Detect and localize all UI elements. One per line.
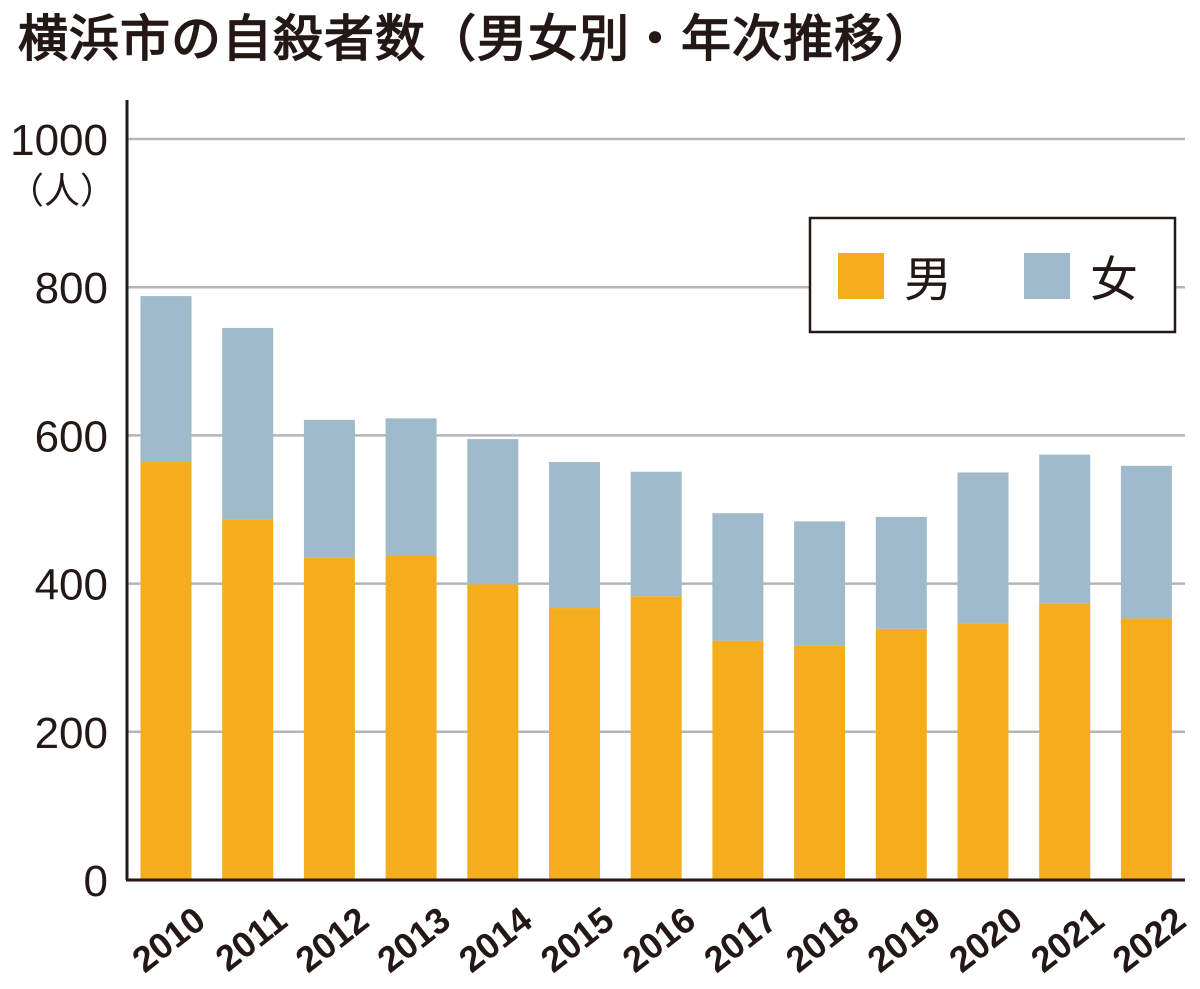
bar-male-2016 <box>630 596 682 880</box>
y-tick-600: 600 <box>35 412 108 461</box>
x-tick-2018: 2018 <box>778 899 866 981</box>
x-tick-2011: 2011 <box>208 899 295 979</box>
x-tick-2016: 2016 <box>614 899 702 981</box>
x-tick-2019: 2019 <box>860 899 948 981</box>
y-tick-800: 800 <box>35 264 108 313</box>
bar-female-2016 <box>630 471 682 597</box>
chart-title: 横浜市の自殺者数（男女別・年次推移） <box>18 10 936 68</box>
y-tick-0: 0 <box>84 857 108 906</box>
legend-swatch-male <box>838 253 884 299</box>
legend-label-male: 男 <box>904 252 952 308</box>
x-tick-2015: 2015 <box>533 899 621 981</box>
bar-female-2015 <box>549 462 600 609</box>
x-tick-2014: 2014 <box>451 899 539 981</box>
x-tick-2012: 2012 <box>288 899 376 981</box>
bar-male-2010 <box>140 462 192 880</box>
y-tick-200: 200 <box>35 709 108 758</box>
bar-male-2018 <box>794 645 846 880</box>
bar-female-2012 <box>303 419 355 558</box>
bar-female-2014 <box>467 439 519 585</box>
bar-male-2021 <box>1039 603 1091 880</box>
bar-female-2013 <box>385 418 437 556</box>
bar-female-2018 <box>794 521 846 646</box>
bar-female-2021 <box>1039 454 1091 604</box>
bar-male-2020 <box>957 623 1009 880</box>
y-tick-labels: 0 200 400 600 800 1000 <box>10 116 108 906</box>
x-tick-2022: 2022 <box>1105 899 1193 981</box>
bar-female-2022 <box>1120 465 1172 619</box>
x-tick-2013: 2013 <box>369 899 457 981</box>
x-tick-2021: 2021 <box>1023 899 1111 981</box>
legend-box <box>808 216 1177 334</box>
bar-male-2012 <box>303 557 355 880</box>
bar-male-2022 <box>1120 618 1172 880</box>
y-tick-1000: 1000 <box>10 116 108 165</box>
bar-female-2020 <box>957 472 1009 624</box>
bar-male-2017 <box>712 640 764 880</box>
x-tick-labels: 2010201120122013201420152016201720182019… <box>124 899 1193 981</box>
legend: 男女 <box>808 216 1177 334</box>
y-tick-400: 400 <box>35 561 108 610</box>
x-tick-2020: 2020 <box>941 899 1029 981</box>
legend-swatch-female <box>1024 253 1070 299</box>
bar-male-2011 <box>222 519 274 880</box>
bars <box>140 296 1172 880</box>
bar-female-2010 <box>140 296 192 463</box>
bar-male-2014 <box>467 584 519 880</box>
bar-female-2017 <box>712 513 764 641</box>
bar-male-2019 <box>875 628 927 880</box>
bar-female-2019 <box>875 516 927 629</box>
legend-label-female: 女 <box>1090 252 1138 308</box>
x-tick-2010: 2010 <box>124 899 212 981</box>
y-axis-unit: （人） <box>8 171 116 212</box>
bar-male-2013 <box>385 555 437 880</box>
bar-female-2011 <box>222 327 274 520</box>
x-tick-2017: 2017 <box>696 899 784 981</box>
bar-male-2015 <box>549 608 600 880</box>
